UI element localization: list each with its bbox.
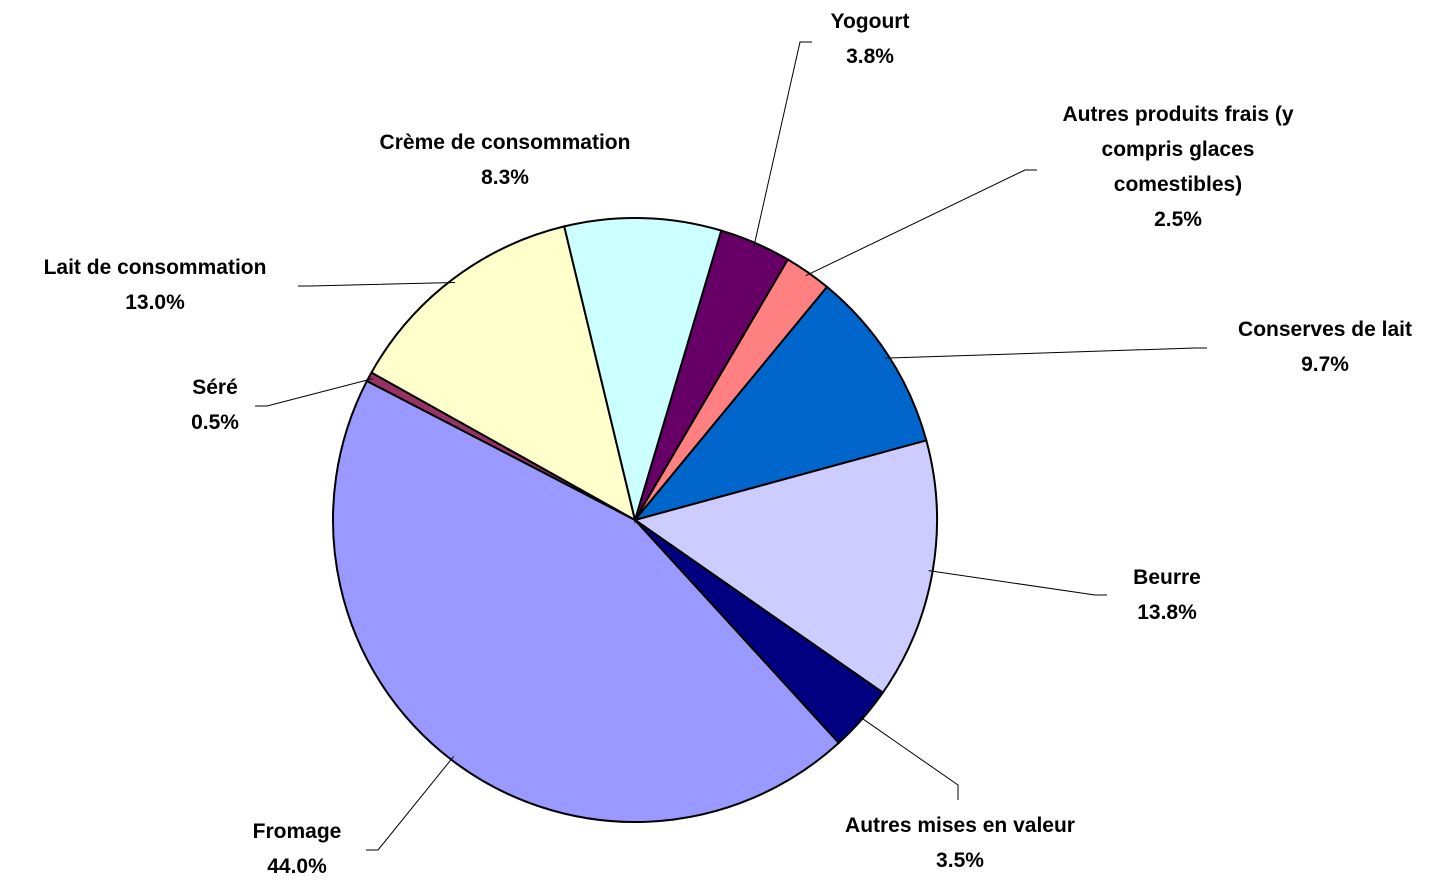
slice-label: Séré 0.5% [191, 370, 239, 440]
slice-label: Yogourt 3.8% [831, 4, 910, 74]
slice-label: Fromage 44.0% [253, 814, 342, 884]
value-label: 9.7% [1301, 353, 1349, 376]
leader-line [255, 378, 373, 407]
value-label: 3.8% [846, 45, 894, 68]
value-label: 0.5% [191, 411, 239, 434]
category-label: Yogourt [830, 10, 910, 33]
slice-label: Lait de consommation 13.0% [44, 250, 267, 320]
leader-line [885, 347, 1207, 359]
slice-label: Beurre 13.8% [1133, 560, 1201, 630]
leader-line [805, 169, 1037, 277]
category-label: Crème de consommation [379, 131, 631, 154]
leader-line [928, 570, 1107, 596]
category-label: Beurre [1133, 566, 1201, 589]
leader-line [753, 41, 812, 247]
leader-line [366, 756, 455, 851]
value-label: 2.5% [1154, 208, 1202, 231]
slice-label: Autres mises en valeur 3.5% [845, 808, 1075, 878]
slice-label: Autres produits frais (y compris glaces … [1043, 97, 1313, 237]
category-label: Autres produits frais (y compris glaces … [1062, 103, 1294, 196]
value-label: 44.0% [267, 855, 327, 878]
category-label: Séré [192, 376, 238, 399]
category-label: Fromage [252, 820, 342, 843]
leader-line [858, 715, 959, 800]
value-label: 3.5% [936, 849, 984, 872]
category-label: Conserves de lait [1238, 318, 1412, 341]
pie-slice [632, 285, 928, 522]
pie-slice [563, 217, 723, 524]
slice-label: Crème de consommation 8.3% [380, 125, 631, 195]
value-label: 8.3% [481, 166, 529, 189]
slice-label: Conserves de lait 9.7% [1238, 312, 1412, 382]
value-label: 13.8% [1137, 601, 1197, 624]
value-label: 13.0% [125, 291, 185, 314]
leader-line [298, 282, 455, 287]
category-label: Lait de consommation [43, 256, 267, 279]
pie-slice [370, 225, 637, 522]
category-label: Autres mises en valeur [845, 814, 1075, 837]
